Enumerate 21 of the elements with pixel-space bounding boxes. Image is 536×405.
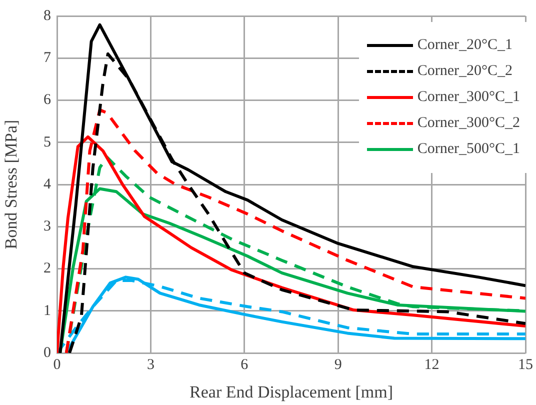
x-tick-label: 6 (240, 356, 249, 373)
legend-label: Corner_500°C_1 (417, 141, 520, 158)
x-tick-label: 12 (424, 356, 440, 373)
legend-label: Corner_300°C_2 (417, 115, 520, 132)
y-tick-label: 5 (44, 134, 51, 150)
y-tick-label: 8 (44, 8, 51, 24)
legend-label: Corner_20°C_2 (417, 63, 512, 80)
legend-label: Corner_20°C_1 (417, 37, 512, 54)
x-axis-title: Rear End Displacement [mm] (190, 382, 393, 402)
x-tick-label: 3 (146, 356, 154, 373)
y-tick-label: 4 (44, 176, 52, 192)
x-tick-label: 9 (334, 356, 342, 373)
x-tick-label: 15 (518, 356, 533, 373)
y-axis-title: Bond Stress [MPa] (2, 120, 21, 250)
y-tick-label: 1 (44, 302, 51, 319)
legend-label: Corner_300°C_1 (417, 89, 520, 106)
y-tick-label: 0 (44, 344, 51, 361)
y-tick-label: 6 (44, 92, 52, 108)
y-tick-label: 2 (44, 260, 51, 277)
y-tick-label: 7 (44, 50, 52, 66)
y-tick-label: 3 (44, 218, 51, 235)
